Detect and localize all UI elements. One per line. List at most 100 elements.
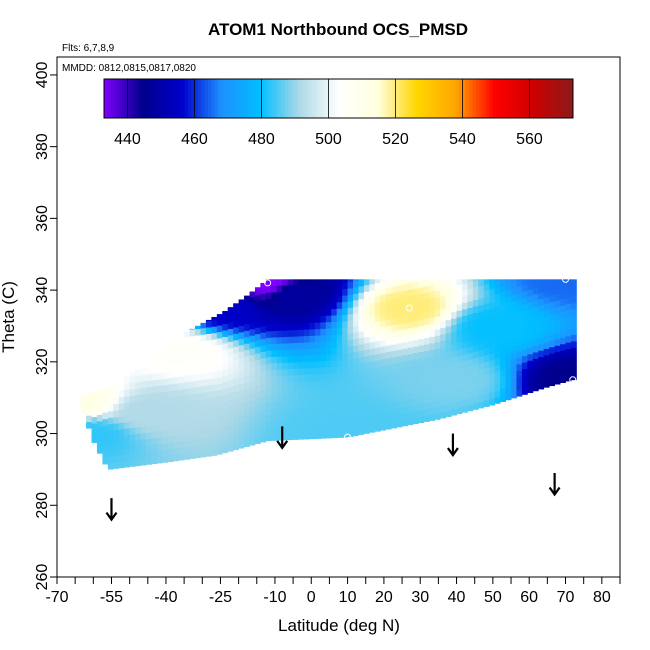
heatmap-cell bbox=[336, 360, 343, 367]
heatmap-cell bbox=[276, 349, 283, 357]
heatmap-cell bbox=[543, 342, 550, 349]
heatmap-cell bbox=[380, 404, 387, 412]
heatmap-cell bbox=[347, 307, 354, 315]
heatmap-cell bbox=[314, 399, 321, 407]
heatmap-cell bbox=[309, 322, 316, 330]
heatmap-cell bbox=[205, 385, 212, 393]
heatmap-cell bbox=[331, 340, 338, 348]
heatmap-cell bbox=[554, 300, 561, 308]
heatmap-cell bbox=[538, 279, 545, 287]
heatmap-cell bbox=[282, 317, 289, 325]
heatmap-cell bbox=[467, 352, 474, 360]
heatmap-cell bbox=[227, 328, 234, 336]
heatmap-cell bbox=[358, 350, 365, 358]
colorbar-segment bbox=[130, 79, 135, 118]
heatmap-cell bbox=[167, 409, 174, 417]
heatmap-cell bbox=[167, 455, 174, 463]
heatmap-cell bbox=[385, 364, 392, 372]
heatmap-cell bbox=[282, 279, 289, 286]
heatmap-cell bbox=[254, 378, 261, 386]
heatmap-cell bbox=[293, 310, 299, 318]
heatmap-cell bbox=[314, 309, 321, 317]
colorbar-tick-label: 460 bbox=[181, 131, 208, 148]
heatmap-cell bbox=[494, 358, 501, 366]
heatmap-cell bbox=[380, 365, 387, 373]
heatmap-cell bbox=[156, 430, 163, 438]
heatmap-cell bbox=[233, 398, 240, 405]
heatmap-cell bbox=[303, 355, 310, 362]
heatmap-cell bbox=[521, 316, 528, 324]
heatmap-cell bbox=[445, 319, 452, 327]
heatmap-cell bbox=[178, 343, 185, 351]
heatmap-cell bbox=[538, 363, 545, 371]
heatmap-cell bbox=[107, 417, 114, 425]
heatmap-cell bbox=[440, 282, 447, 290]
colorbar-segment bbox=[529, 79, 534, 118]
heatmap-cell bbox=[309, 283, 316, 291]
heatmap-cell bbox=[216, 344, 223, 352]
heatmap-cell bbox=[211, 377, 218, 385]
heatmap-cell bbox=[532, 300, 539, 308]
heatmap-cell bbox=[407, 353, 414, 361]
heatmap-cell bbox=[222, 362, 229, 370]
heatmap-cell bbox=[380, 326, 387, 334]
heatmap-cell bbox=[462, 360, 468, 368]
heatmap-cell bbox=[189, 426, 196, 434]
heatmap-cell bbox=[331, 418, 338, 426]
heatmap-cell bbox=[560, 279, 566, 287]
y-axis-label: Theta (C) bbox=[0, 281, 18, 353]
heatmap-cell bbox=[407, 340, 414, 348]
heatmap-cell bbox=[434, 380, 441, 388]
heatmap-cell bbox=[560, 350, 566, 358]
heatmap-cell bbox=[287, 323, 294, 331]
heatmap-cell bbox=[124, 376, 131, 378]
colorbar-tick-label: 520 bbox=[382, 131, 409, 148]
heatmap-cell bbox=[331, 360, 338, 368]
heatmap-cell bbox=[320, 309, 327, 316]
heatmap-cell bbox=[265, 350, 272, 358]
heatmap-cell bbox=[434, 406, 441, 414]
heatmap-cell bbox=[511, 307, 517, 315]
heatmap-cell bbox=[298, 432, 305, 440]
heatmap-cell bbox=[429, 297, 436, 305]
heatmap-cell bbox=[314, 361, 321, 368]
heatmap-cell bbox=[456, 336, 463, 344]
heatmap-cell bbox=[451, 331, 457, 339]
heatmap-cell bbox=[216, 422, 223, 429]
colorbar-segment bbox=[204, 79, 209, 118]
colorbar-segment bbox=[455, 79, 460, 118]
heatmap-cell bbox=[222, 446, 229, 454]
colorbar-segment bbox=[140, 79, 145, 118]
heatmap-cell bbox=[445, 279, 452, 282]
heatmap-cell bbox=[249, 380, 256, 388]
heatmap-cell bbox=[434, 348, 441, 356]
colorbar-segment bbox=[288, 79, 293, 118]
heatmap-cell bbox=[314, 302, 321, 310]
heatmap-cell bbox=[167, 403, 174, 411]
colorbar-segment bbox=[318, 79, 323, 118]
heatmap-cell bbox=[75, 396, 82, 399]
heatmap-cell bbox=[511, 326, 517, 334]
heatmap-cell bbox=[489, 334, 496, 341]
colorbar-segment bbox=[214, 79, 219, 118]
heatmap-cell bbox=[336, 353, 343, 361]
heatmap-cell bbox=[560, 324, 566, 332]
heatmap-cell bbox=[554, 313, 561, 320]
heatmap-cell bbox=[369, 348, 376, 356]
heatmap-cell bbox=[527, 366, 534, 374]
heatmap-cell bbox=[303, 432, 310, 440]
heatmap-cell bbox=[402, 341, 408, 349]
heatmap-cell bbox=[189, 355, 196, 363]
heatmap-cell bbox=[445, 300, 452, 308]
heatmap-cell bbox=[91, 392, 98, 398]
heatmap-cell bbox=[233, 430, 240, 438]
heatmap-cell bbox=[145, 399, 152, 407]
heatmap-cell bbox=[434, 329, 441, 336]
heatmap-cell bbox=[549, 321, 556, 328]
heatmap-cell bbox=[554, 364, 561, 372]
heatmap-cell bbox=[494, 332, 501, 340]
heatmap-cell bbox=[445, 293, 452, 301]
colorbar-segment bbox=[207, 79, 212, 118]
heatmap-cell bbox=[451, 369, 457, 377]
heatmap-cell bbox=[418, 358, 425, 365]
